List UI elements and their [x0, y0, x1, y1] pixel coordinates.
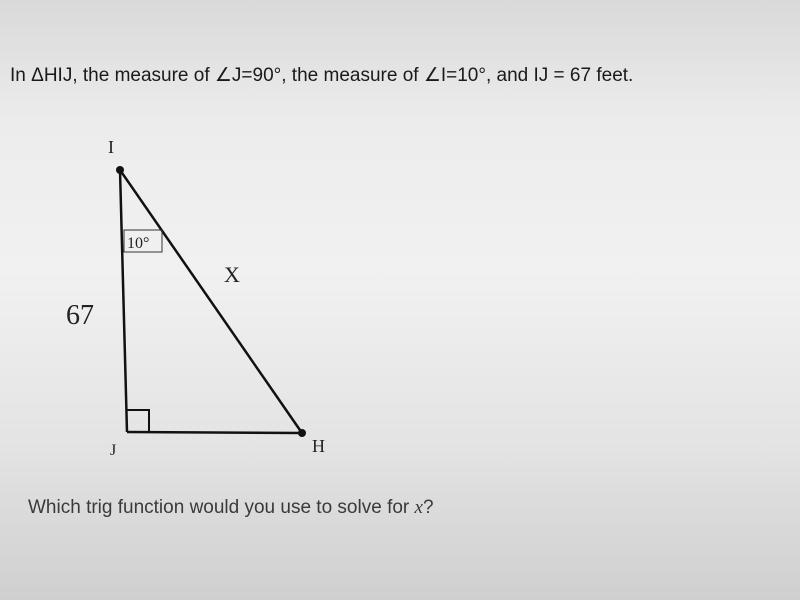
side-label: 67 [66, 300, 94, 331]
side-ih [118, 169, 304, 434]
angle-box [123, 229, 163, 253]
question: Which trig function would you use to sol… [28, 497, 434, 519]
vertex-label: I [108, 137, 114, 157]
side-jh [126, 430, 303, 435]
angle-label: 10° [127, 235, 149, 252]
vertex-label: H [312, 436, 325, 456]
side-ij [118, 169, 129, 433]
vertex-dot [298, 429, 306, 437]
vertex-dot [116, 166, 124, 174]
side-label: X [224, 262, 240, 287]
right-angle-mark [127, 409, 150, 432]
problem-statement: In ΔHIJ, the measure of ∠J=90°, the meas… [10, 65, 634, 86]
vertex-label: J [110, 442, 116, 459]
question-text: Which trig function would you use to sol… [28, 497, 415, 518]
question-text: ? [422, 497, 434, 518]
question-variable: x [414, 497, 423, 518]
